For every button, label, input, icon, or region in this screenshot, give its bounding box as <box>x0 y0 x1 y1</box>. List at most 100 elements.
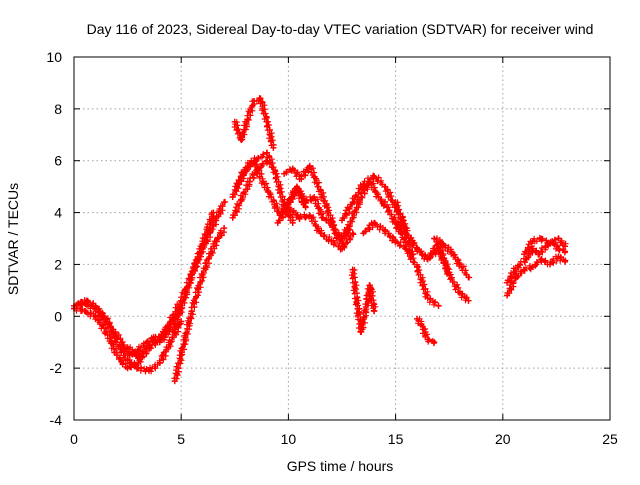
data-point <box>521 251 528 258</box>
series-sat-l <box>281 162 348 250</box>
data-point <box>424 256 431 263</box>
series-sat-m <box>285 183 352 242</box>
data-point <box>562 258 568 265</box>
y-tick-label: 0 <box>54 308 62 324</box>
data-point <box>439 240 446 247</box>
x-axis-label: GPS time / hours <box>287 458 394 474</box>
data-point <box>178 352 185 359</box>
data-point <box>403 230 410 237</box>
data-point <box>414 315 420 322</box>
data-point <box>75 300 82 307</box>
data-point <box>270 144 277 151</box>
data-point <box>178 297 185 304</box>
data-point <box>555 253 562 260</box>
data-point <box>156 339 163 346</box>
y-tick-label: 4 <box>54 205 62 221</box>
series-markers <box>348 266 379 336</box>
y-tick-label: 6 <box>54 153 62 169</box>
data-point <box>360 181 367 187</box>
data-point <box>101 313 107 320</box>
data-point <box>294 183 300 190</box>
data-point <box>146 341 152 348</box>
data-point <box>362 308 369 315</box>
data-point <box>167 339 174 346</box>
data-point <box>403 245 410 252</box>
data-point <box>289 165 296 172</box>
data-point <box>289 219 296 226</box>
data-point <box>414 264 420 270</box>
series-markers <box>431 235 473 281</box>
data-point <box>103 328 110 335</box>
y-axis-label: SDTVAR / TECUs <box>5 183 21 295</box>
data-point <box>229 214 236 221</box>
data-point <box>233 183 240 190</box>
data-point <box>311 194 318 200</box>
data-point <box>555 235 562 242</box>
data-point <box>517 261 523 268</box>
data-point <box>424 295 431 302</box>
data-point <box>259 178 266 185</box>
data-point <box>354 300 360 307</box>
data-point <box>555 245 562 252</box>
data-point <box>529 264 536 270</box>
x-tick-label: 0 <box>70 431 78 447</box>
data-point <box>238 196 245 203</box>
data-point <box>392 199 399 206</box>
data-point <box>167 318 174 325</box>
series-sat-n <box>274 204 357 253</box>
data-point <box>547 240 553 247</box>
data-point <box>264 118 270 125</box>
data-point <box>113 352 120 359</box>
plot-frame <box>73 56 611 421</box>
data-point <box>242 168 249 175</box>
y-tick-label: 8 <box>54 101 62 117</box>
data-point <box>274 219 281 226</box>
data-point <box>381 183 388 190</box>
data-point <box>448 248 455 255</box>
data-point <box>360 230 367 237</box>
data-point <box>255 165 262 172</box>
data-point <box>229 194 236 200</box>
data-point <box>135 360 142 366</box>
data-point <box>504 279 511 286</box>
data-point <box>221 225 228 232</box>
data-point <box>92 313 99 320</box>
data-point <box>381 227 388 234</box>
data-point <box>171 378 178 385</box>
data-point <box>324 204 330 211</box>
data-point <box>418 321 425 328</box>
data-point <box>328 238 335 245</box>
y-tick-label: 2 <box>54 256 62 272</box>
data-point <box>465 274 472 281</box>
data-point <box>188 271 195 278</box>
data-point <box>231 118 238 125</box>
series-sat-q <box>348 266 379 336</box>
series-sat-r <box>360 219 442 309</box>
data-point <box>375 194 382 200</box>
data-point <box>81 308 88 315</box>
series-sat-y <box>521 234 569 258</box>
data-point <box>221 199 228 206</box>
data-point <box>319 214 326 221</box>
data-point <box>251 98 258 105</box>
data-point <box>392 219 399 226</box>
data-point <box>358 194 365 200</box>
y-tick-label: 10 <box>46 49 62 65</box>
data-point <box>349 266 356 273</box>
data-point <box>169 328 176 335</box>
data-point <box>210 243 217 250</box>
data-point <box>538 235 545 242</box>
series-sat-x <box>504 253 569 299</box>
data-point <box>521 266 528 273</box>
data-point <box>251 157 258 164</box>
x-tick-label: 20 <box>495 431 511 447</box>
data-point <box>281 170 288 177</box>
data-point <box>538 256 545 263</box>
data-point <box>298 175 305 182</box>
series-sat-u <box>431 235 473 281</box>
data-point <box>456 261 463 268</box>
data-point <box>339 217 345 224</box>
data-point <box>431 235 438 242</box>
